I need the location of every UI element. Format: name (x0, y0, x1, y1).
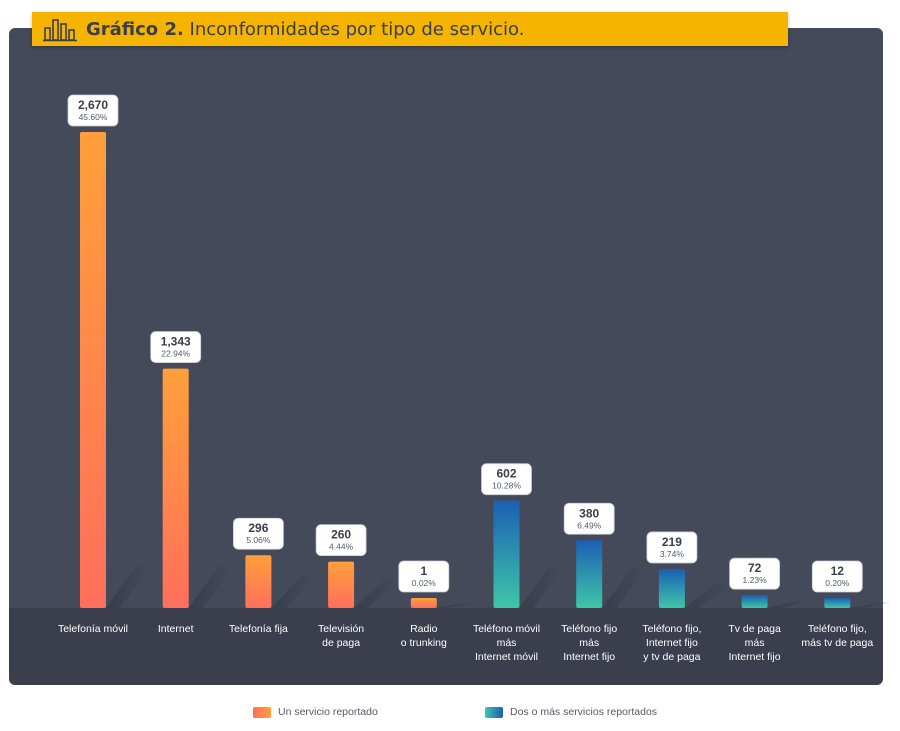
percent-label: 45.60% (79, 112, 108, 122)
value-label: 12 (831, 564, 845, 578)
bar (162, 368, 189, 608)
bar (410, 598, 437, 608)
percent-label: 10.28% (492, 481, 521, 491)
bar (824, 598, 851, 608)
category-label: Teléfono móvil más Internet móvil (472, 623, 541, 663)
bar-shadow (850, 602, 895, 608)
legend-item-single-service: Un servicio reportado (253, 706, 378, 718)
category-label: Internet (157, 623, 194, 635)
value-label: 602 (496, 467, 516, 481)
percent-label: 6.49% (577, 520, 602, 530)
value-label: 380 (579, 506, 599, 520)
bar (658, 568, 685, 608)
bar-shadow (271, 576, 316, 608)
category-label: Teléfono fijo más Internet fijo (561, 623, 618, 663)
value-label: 219 (662, 535, 682, 549)
bar (328, 561, 355, 608)
value-label-box (563, 502, 615, 535)
value-label: 72 (748, 561, 762, 575)
bar-shadow (436, 602, 481, 608)
bar-shadow (767, 600, 812, 608)
bar (493, 500, 520, 608)
value-label-box (150, 331, 202, 363)
value-label: 260 (331, 528, 351, 542)
legend: Un servicio reportado Dos o más servicio… (0, 706, 900, 726)
category-label: Tv de paga más Internet fijo (728, 623, 781, 663)
value-label: 2,670 (78, 98, 108, 112)
value-label-box (646, 531, 698, 564)
chart-title-text: Inconformidades por tipo de servicio. (189, 19, 525, 40)
chart-panel (9, 28, 883, 608)
percent-label: 3.74% (660, 549, 685, 559)
percent-label: 0.02% (412, 578, 437, 588)
percent-label: 5.06% (246, 535, 271, 545)
percent-label: 22.94% (161, 349, 190, 359)
bar (80, 132, 106, 608)
value-label: 296 (248, 521, 268, 535)
value-label: 1 (420, 564, 427, 578)
bar (741, 595, 768, 608)
chart-title: Gráfico 2. Inconformidades por tipo de s… (86, 19, 524, 40)
category-label: Telefonía móvil (57, 623, 129, 635)
value-label-box (398, 560, 450, 593)
legend-item-multiple-services: Dos o más servicios reportados (485, 706, 657, 718)
value-label-box (67, 94, 119, 127)
value-label: 1,343 (161, 335, 191, 349)
value-label-box (811, 560, 863, 593)
bar-shadow (684, 584, 729, 608)
bar-shadow (188, 566, 233, 608)
value-label-box (232, 517, 284, 550)
percent-label: 4.44% (329, 542, 354, 552)
legend-swatch-orange (253, 706, 271, 718)
value-label-box (481, 463, 532, 496)
bar-chart-icon (43, 19, 77, 42)
bar-shadow (354, 580, 399, 608)
bar (576, 540, 603, 608)
percent-label: 0.20% (825, 578, 850, 588)
legend-swatch-blue (485, 706, 503, 718)
value-label-box (315, 524, 367, 557)
chart-title-number: Gráfico 2. (86, 19, 184, 40)
category-label: Televisión de paga (318, 623, 365, 649)
bar (245, 555, 272, 608)
legend-label: Un servicio reportado (278, 706, 378, 718)
legend-label: Dos o más servicios reportados (510, 706, 658, 718)
category-label: Radio o trunking (400, 623, 447, 649)
title-bar: Gráfico 2. Inconformidades por tipo de s… (32, 12, 788, 46)
value-label-box (729, 557, 780, 590)
category-label: Telefonía fija (228, 623, 288, 635)
bar-shadow (602, 567, 647, 608)
category-axis-band (9, 608, 883, 685)
bar-shadow (106, 566, 150, 608)
bar-shadow (519, 566, 564, 608)
percent-label: 1.23% (743, 575, 768, 585)
category-label: Teléfono fijo, Internet fijo y tv de pag… (642, 623, 702, 663)
category-label: Teléfono fijo, más tv de paga (801, 623, 874, 649)
